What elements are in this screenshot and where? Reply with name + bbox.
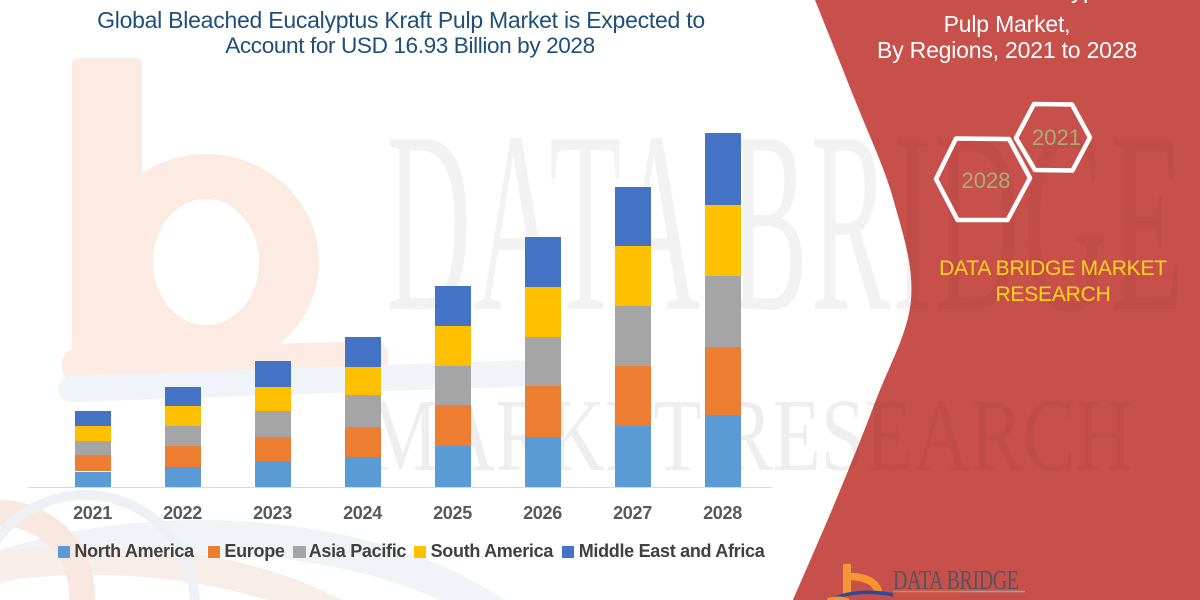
svg-text:2021: 2021 [1032, 125, 1081, 150]
svg-text:2028: 2028 [962, 168, 1011, 193]
svg-text:MARKET RESEARCH: MARKET RESEARCH [893, 597, 1053, 600]
